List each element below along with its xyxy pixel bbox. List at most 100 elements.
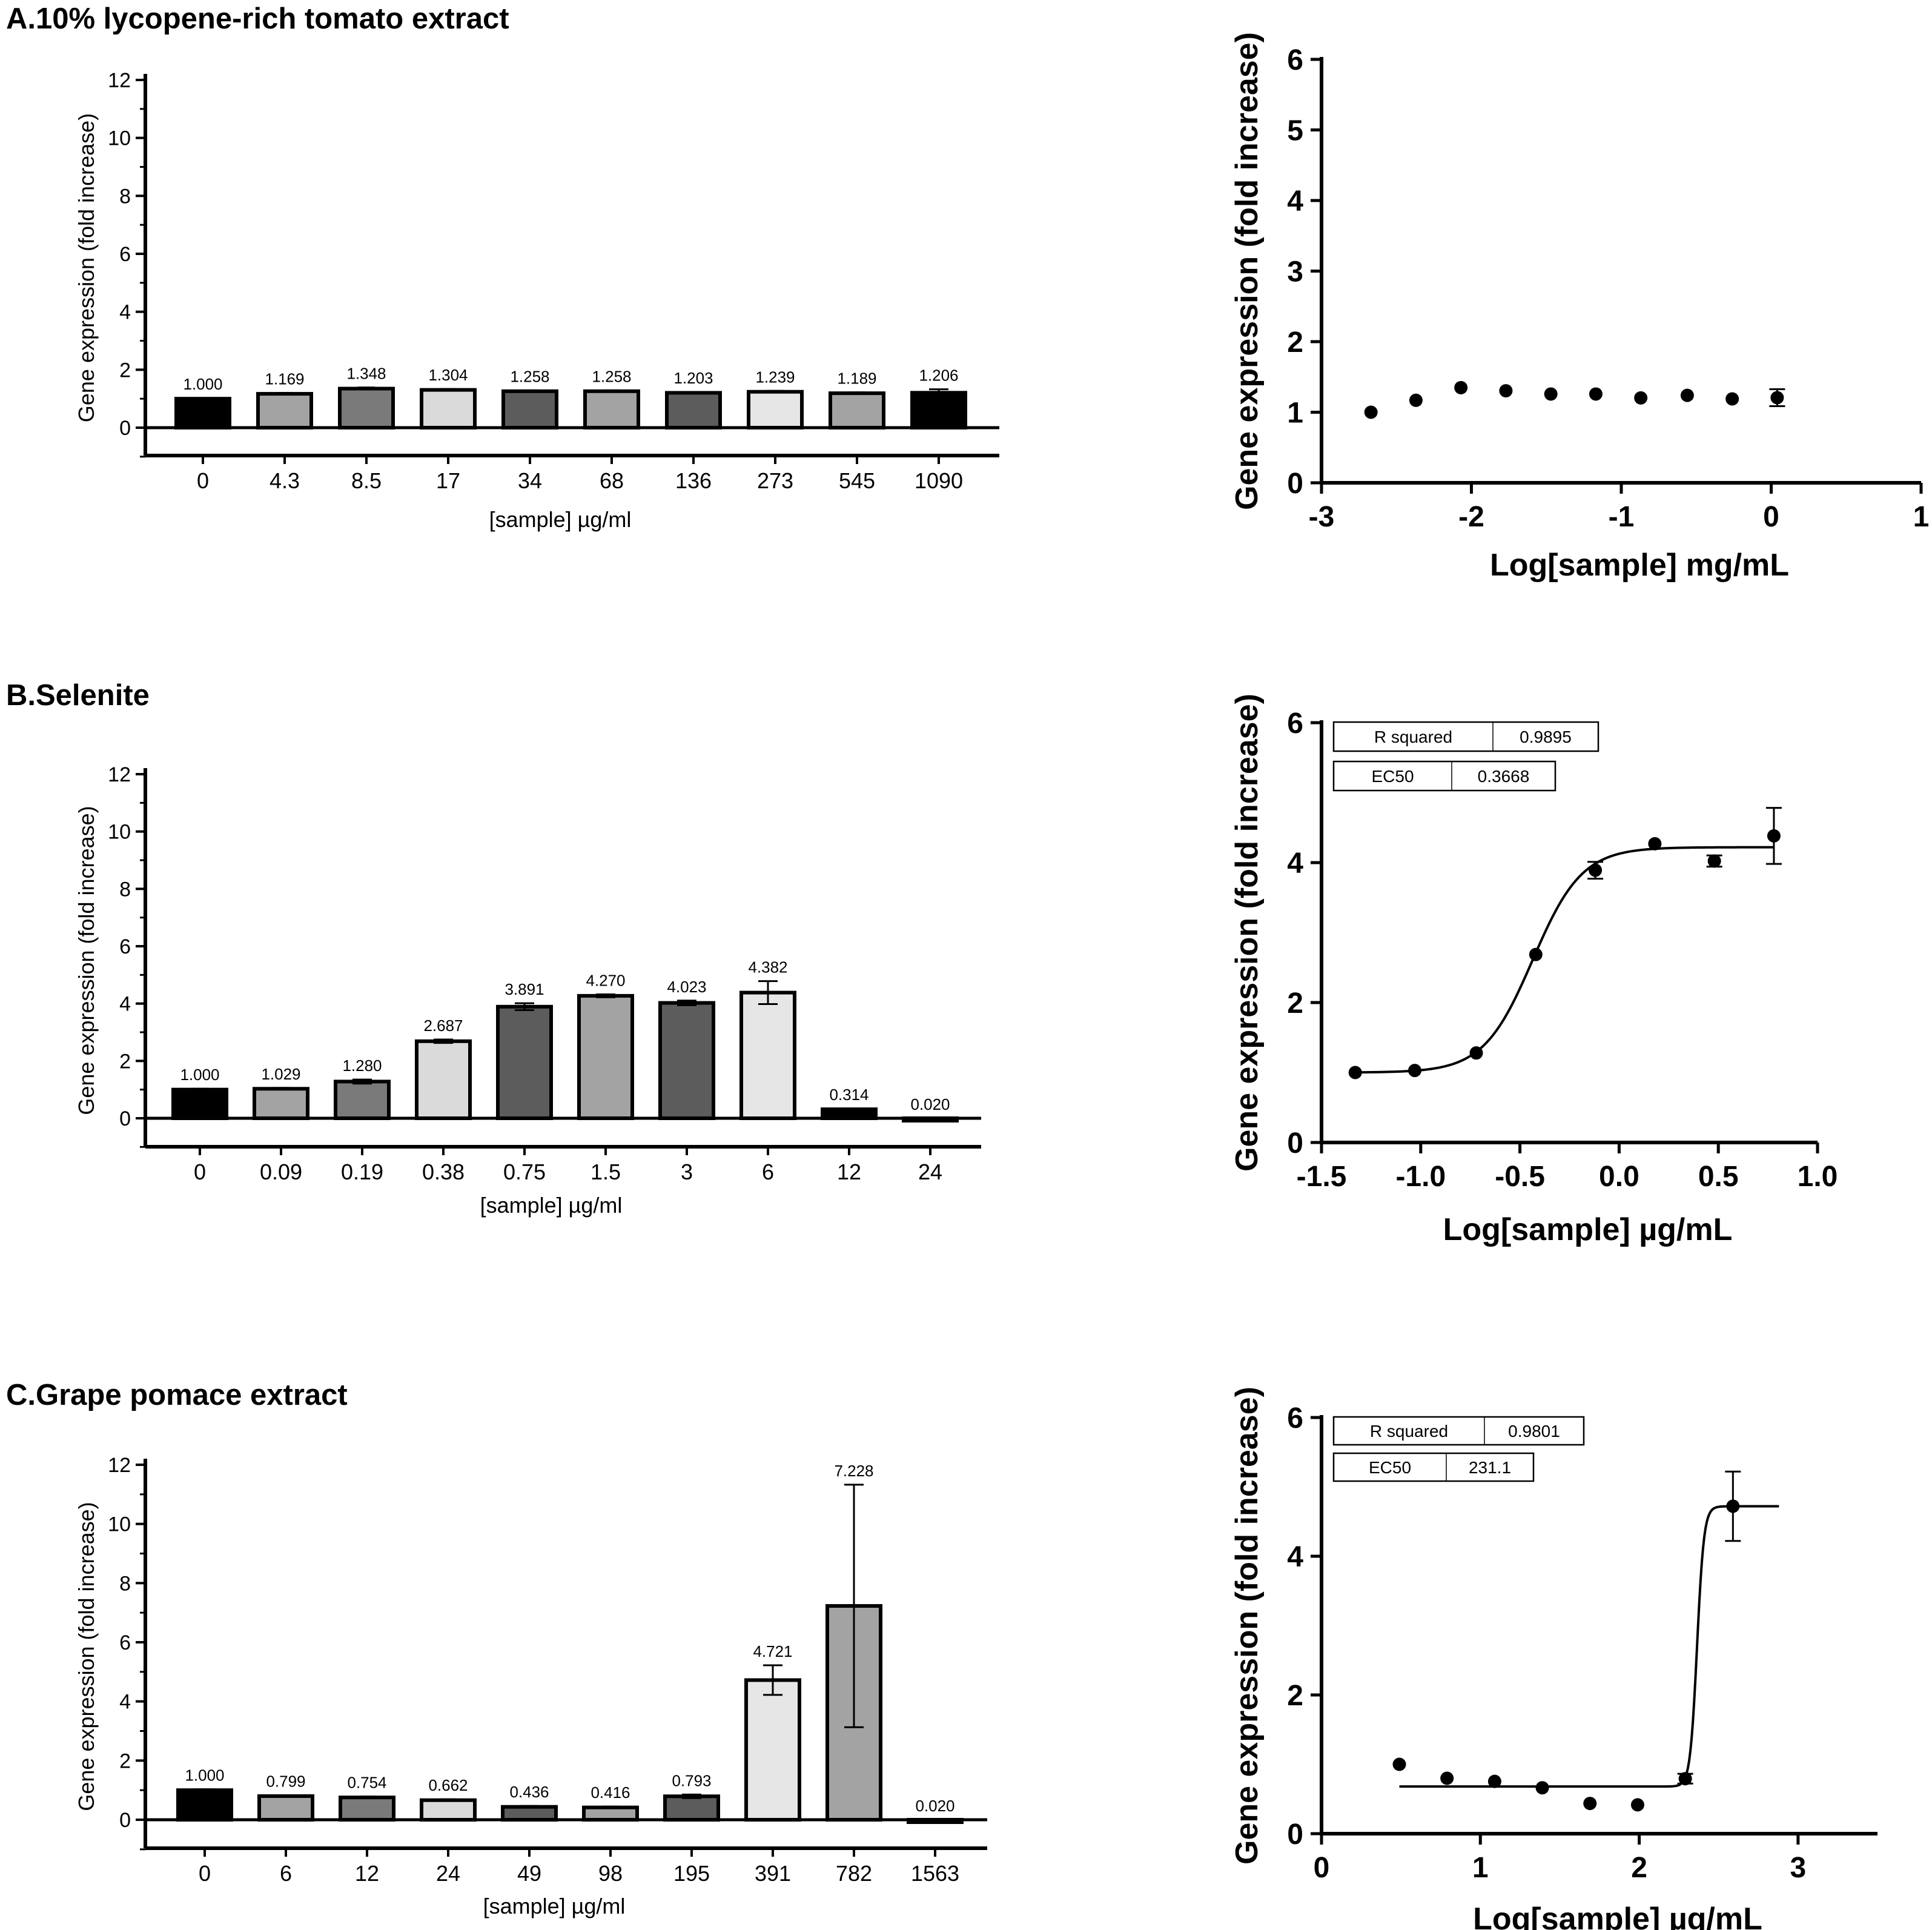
y-tick-label: 2 [119, 1749, 131, 1772]
y-tick-label: 6 [119, 1631, 131, 1654]
x-tick-label: 6 [280, 1861, 292, 1886]
x-tick-label: 782 [836, 1861, 872, 1886]
panel-title: C.Grape pomace extract [6, 1379, 348, 1411]
x-axis-label: Log[sample] µg/mL [1473, 1902, 1762, 1930]
data-point [1678, 1772, 1692, 1786]
data-label: 3.891 [505, 980, 544, 998]
y-tick-label: 6 [1287, 708, 1303, 740]
x-tick-label: 24 [918, 1159, 942, 1184]
bar-panel-A: A.10% lycopene-rich tomato extract024681… [6, 2, 999, 532]
scatter-panel-A: 0 1 2 3 4 5 6 -3 -2 -1 0 1 Gene expression (fold inc… [1229, 32, 1929, 583]
data-label: 4.023 [667, 978, 706, 996]
bar-0.38 [415, 1039, 472, 1120]
data-label: 7.228 [834, 1462, 873, 1480]
y-tick-label: 2 [1287, 1680, 1303, 1712]
y-tick-label: 6 [1287, 1402, 1303, 1434]
y-tick-label: 5 [1287, 115, 1303, 147]
y-tick-label: 2 [1287, 987, 1303, 1020]
bar-0 [171, 1087, 228, 1120]
x-tick-label: -2 [1458, 501, 1484, 533]
x-tick-label: 34 [518, 468, 542, 493]
bar-0.75 [496, 1004, 553, 1121]
y-tick-label: 6 [119, 243, 131, 266]
data-label: 2.687 [423, 1016, 463, 1035]
y-tick-label: 4 [119, 993, 131, 1016]
data-point [1770, 391, 1784, 405]
data-label: 0.662 [428, 1776, 468, 1794]
x-tick-label: 545 [839, 468, 875, 493]
bar-195 [663, 1794, 720, 1822]
y-tick-label: 2 [1287, 327, 1303, 359]
x-tick-label: 4.3 [270, 468, 300, 493]
data-point [1680, 388, 1694, 402]
bar-6 [739, 990, 796, 1120]
bar-273 [747, 390, 804, 429]
data-point [1589, 387, 1603, 401]
x-tick-label: 49 [517, 1861, 541, 1886]
data-label: 1.206 [919, 366, 958, 385]
y-tick-label: 4 [1287, 1541, 1303, 1573]
x-tick-label: 0.19 [341, 1159, 383, 1184]
r-squared-box [1332, 721, 1600, 752]
y-axis-label: Gene expression (fold increase) [74, 806, 99, 1115]
data-label: 1.000 [183, 375, 222, 393]
data-label: 0.020 [910, 1095, 950, 1113]
bar-0 [176, 1788, 233, 1822]
data-label: 1.029 [261, 1065, 300, 1083]
y-tick-label: 4 [1287, 185, 1303, 217]
data-point [1725, 392, 1739, 406]
y-axis-label: Gene expression (fold increase) [74, 113, 99, 422]
y-tick-label: 8 [119, 185, 131, 208]
x-tick-label: 1563 [911, 1861, 959, 1886]
fit-curve [1399, 1505, 1779, 1788]
fit-curve [1355, 846, 1774, 1074]
x-tick-label: 0.75 [503, 1159, 546, 1184]
bar-8.5 [338, 386, 395, 430]
data-label: 0.436 [509, 1783, 549, 1801]
y-tick-label: 0 [1287, 1127, 1303, 1159]
ec50-box [1332, 1452, 1535, 1482]
data-point [1392, 1757, 1406, 1771]
x-tick-label: 1090 [915, 468, 963, 493]
data-point [1348, 1066, 1362, 1079]
x-tick-label: -1.0 [1395, 1161, 1446, 1193]
r-squared-label: R squared [1370, 1422, 1448, 1441]
bar-49 [501, 1805, 558, 1822]
bar-12 [339, 1796, 395, 1822]
data-point [1544, 387, 1558, 401]
data-label: 1.348 [346, 365, 386, 383]
data-point [1529, 947, 1543, 961]
x-tick-label: 68 [600, 468, 624, 493]
y-tick-label: 2 [119, 1050, 131, 1073]
x-tick-label: 6 [762, 1159, 774, 1184]
data-label: 1.203 [673, 369, 713, 387]
data-label: 1.239 [755, 368, 795, 386]
data-point [1583, 1797, 1597, 1811]
data-label: 1.189 [837, 370, 876, 388]
data-label: 1.000 [185, 1766, 224, 1785]
y-tick-label: 4 [119, 301, 131, 324]
x-tick-label: 0.38 [422, 1159, 465, 1184]
bar-24 [420, 1798, 477, 1822]
x-axis-label: [sample] µg/ml [480, 1193, 623, 1218]
y-tick-label: 8 [119, 878, 131, 901]
y-tick-label: 4 [1287, 847, 1303, 880]
bar-136 [665, 391, 722, 429]
y-tick-label: 10 [108, 821, 131, 844]
data-point [1589, 863, 1603, 877]
scatter-panel-B: 0 2 4 6 -1.5 -1.0 -0.5 0.0 0.5 1.0 Gene expression… [1229, 694, 1838, 1247]
y-tick-label: 1 [1287, 397, 1303, 429]
data-point [1634, 391, 1648, 405]
bar-0.09 [253, 1087, 309, 1120]
r-squared-box [1332, 1416, 1585, 1446]
y-tick-label: 0 [1287, 468, 1303, 500]
ec50-label: EC50 [1371, 767, 1414, 786]
y-tick-label: 3 [1287, 256, 1303, 288]
y-tick-label: 12 [108, 763, 131, 786]
bar-68 [583, 389, 640, 430]
y-tick-label: 10 [108, 1513, 131, 1536]
x-tick-label: 12 [355, 1861, 379, 1886]
bar-98 [582, 1805, 639, 1822]
x-tick-label: 12 [837, 1159, 861, 1184]
